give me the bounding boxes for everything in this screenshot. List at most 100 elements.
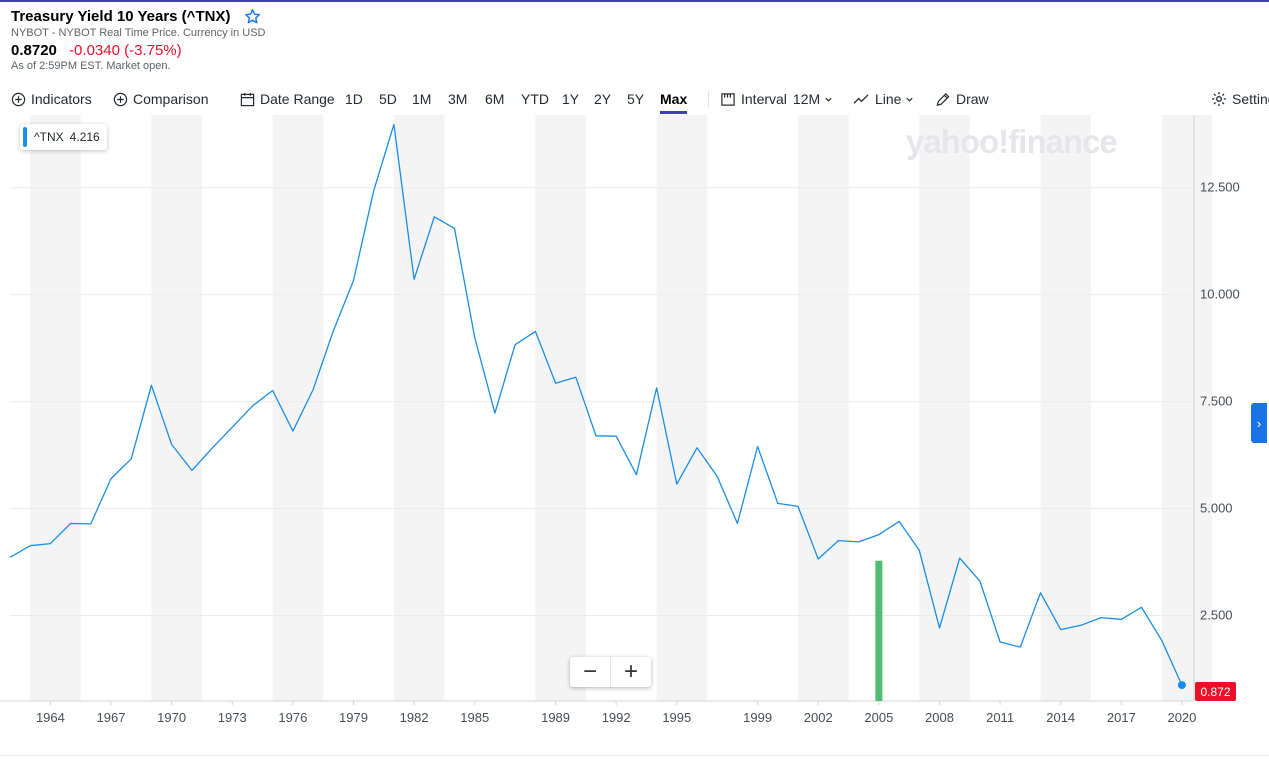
year-bands xyxy=(30,115,1213,701)
year-band xyxy=(1040,115,1092,701)
zoom-out-button[interactable]: − xyxy=(582,658,597,685)
year-band xyxy=(272,115,324,701)
star-icon[interactable] xyxy=(244,8,261,25)
x-tick-label: 2005 xyxy=(864,710,893,725)
range-max[interactable]: Max xyxy=(660,86,688,114)
series-color-swatch xyxy=(23,127,27,147)
gear-icon xyxy=(1212,92,1226,106)
interval-label: Interval xyxy=(741,91,787,107)
date-range-button[interactable]: Date Range xyxy=(240,86,335,112)
price-row: 0.8720 -0.0340 (-3.75%) xyxy=(11,42,266,59)
x-tick-label: 1979 xyxy=(339,710,368,725)
bottom-divider xyxy=(0,755,1269,756)
legend-symbol: ^TNX xyxy=(34,130,64,144)
last-price-label: 0.872 xyxy=(1195,682,1236,701)
range-1y[interactable]: 1Y xyxy=(562,91,580,107)
top-accent-line xyxy=(0,0,1269,2)
expand-panel-button[interactable]: › xyxy=(1251,403,1267,443)
volume-bar xyxy=(875,560,883,701)
toolbar-divider xyxy=(708,91,709,107)
x-tick-label: 1989 xyxy=(541,710,570,725)
interval-icon xyxy=(721,92,735,106)
range-1m[interactable]: 1M xyxy=(412,91,432,107)
plot-area xyxy=(9,123,1186,701)
x-axis: 1964 1967 1970 1973 1976 1979 1982 1985 1989 1992… xyxy=(0,700,1196,725)
chevron-down-icon xyxy=(825,97,832,102)
interval-value: 12M xyxy=(792,91,821,107)
price-change: -0.0340 (-3.75%) xyxy=(69,42,182,59)
legend-value: 4.216 xyxy=(69,130,100,144)
year-band xyxy=(1161,115,1213,701)
x-tick-label: 1967 xyxy=(97,710,126,725)
chart-type-label: Line xyxy=(875,91,902,107)
settings-label: Settings xyxy=(1232,91,1269,107)
year-band xyxy=(919,115,970,701)
y-tick-label: 10.000 xyxy=(1200,287,1240,302)
chart-toolbar: Indicators Comparison Date Range 1D 5D 1… xyxy=(0,86,1269,114)
range-6m[interactable]: 6M xyxy=(485,91,505,107)
y-tick-label: 12.500 xyxy=(1200,180,1240,195)
range-5y[interactable]: 5Y xyxy=(627,91,645,107)
plus-circle-icon xyxy=(113,92,128,106)
x-tick-label: 1992 xyxy=(602,710,631,725)
exchange-info: NYBOT - NYBOT Real Time Price. Currency … xyxy=(11,27,266,39)
x-tick-label: 1964 xyxy=(36,710,65,725)
zoom-in-button[interactable]: + xyxy=(610,657,651,687)
x-tick-label: 2020 xyxy=(1167,710,1196,725)
year-band xyxy=(30,115,81,701)
current-price: 0.8720 xyxy=(11,42,57,59)
yahoo-finance-watermark: yahoo!finance xyxy=(906,123,1118,160)
pencil-icon xyxy=(936,92,950,106)
last-point-dot xyxy=(1177,681,1186,690)
y-tick-label: 7.500 xyxy=(1200,394,1233,409)
quote-header: Treasury Yield 10 Years (^TNX) NYBOT - N… xyxy=(11,8,266,72)
x-tick-label: 2011 xyxy=(986,710,1014,725)
year-band xyxy=(656,115,708,701)
y-axis: 2.500 5.000 7.500 10.000 12.500 xyxy=(1193,115,1240,701)
interval-dropdown[interactable]: Interval 12M xyxy=(720,86,838,112)
range-5d[interactable]: 5D xyxy=(379,91,397,107)
x-tick-label: 1985 xyxy=(460,710,489,725)
comparison-button[interactable]: Comparison xyxy=(113,86,208,112)
range-ytd[interactable]: YTD xyxy=(521,91,549,107)
chevron-down-icon xyxy=(906,97,914,102)
x-tick-label: 1995 xyxy=(662,710,691,725)
indicators-button[interactable]: Indicators xyxy=(11,86,92,112)
x-tick-label: 1976 xyxy=(278,710,307,725)
indicators-label: Indicators xyxy=(31,91,92,107)
chevron-right-icon: › xyxy=(1256,415,1262,431)
x-tick-label: 2008 xyxy=(925,710,954,725)
chart-type-dropdown[interactable]: Line xyxy=(853,86,919,112)
plus-circle-icon xyxy=(11,92,26,106)
y-tick-label: 5.000 xyxy=(1200,501,1233,516)
comparison-label: Comparison xyxy=(133,91,209,107)
x-tick-label: 1982 xyxy=(400,710,429,725)
x-tick-label: 2002 xyxy=(804,710,833,725)
tnx-line xyxy=(9,123,1183,686)
x-tick-label: 1999 xyxy=(743,710,772,725)
settings-button[interactable]: Settings xyxy=(1211,86,1269,112)
year-band xyxy=(535,115,586,701)
x-tick-label: 1973 xyxy=(218,710,247,725)
date-range-label: Date Range xyxy=(260,91,335,107)
year-band xyxy=(393,115,445,701)
grid-lines xyxy=(10,187,1194,616)
x-tick-label: 2014 xyxy=(1046,710,1075,725)
year-band xyxy=(151,115,202,701)
line-chart-icon xyxy=(853,93,869,104)
y-tick-label: 2.500 xyxy=(1200,607,1233,622)
draw-label: Draw xyxy=(956,91,989,107)
market-status: As of 2:59PM EST. Market open. xyxy=(11,60,171,72)
calendar-icon xyxy=(240,92,255,106)
x-tick-label: 1970 xyxy=(157,710,186,725)
range-3m[interactable]: 3M xyxy=(448,91,468,107)
range-1d[interactable]: 1D xyxy=(345,91,363,107)
range-2y[interactable]: 2Y xyxy=(594,91,612,107)
year-band xyxy=(798,115,849,701)
zoom-control: − + xyxy=(570,657,651,687)
x-tick-label: 2017 xyxy=(1107,710,1136,725)
legend-tag[interactable]: ^TNX 4.216 xyxy=(20,124,107,150)
page-title: Treasury Yield 10 Years (^TNX) xyxy=(11,8,231,25)
price-chart[interactable]: 2.500 5.000 7.500 10.000 12.500 1964 1967 1970… xyxy=(0,115,1269,730)
draw-button[interactable]: Draw xyxy=(935,86,989,112)
